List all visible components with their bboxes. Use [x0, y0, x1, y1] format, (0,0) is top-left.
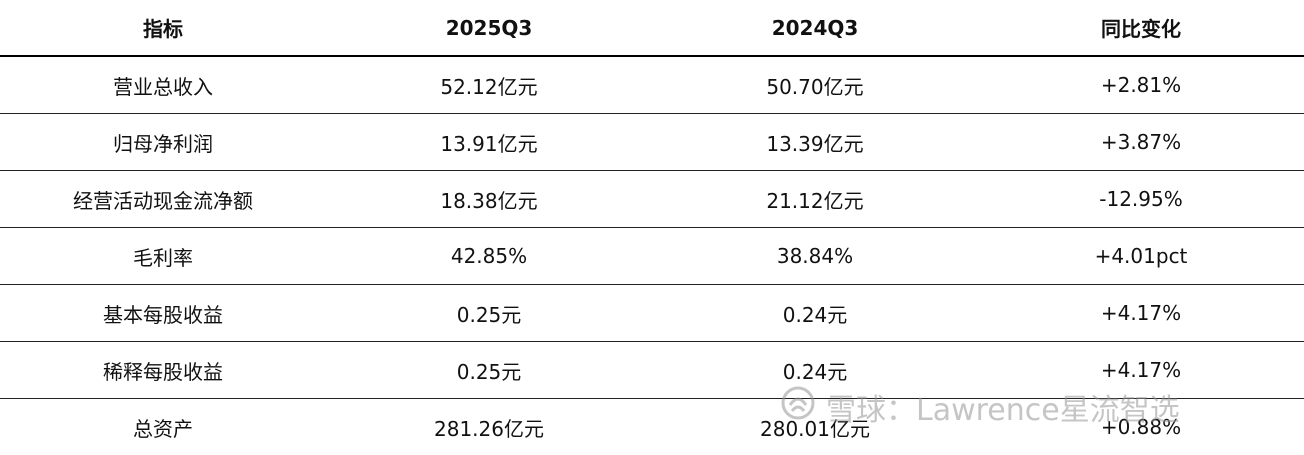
header-yoy-change: 同比变化: [978, 0, 1304, 56]
metric-name: 稀释每股收益: [0, 342, 326, 399]
value-yoy-change: +0.88%: [978, 399, 1304, 455]
value-yoy-change: +4.01pct: [978, 228, 1304, 285]
value-yoy-change: +4.17%: [978, 285, 1304, 342]
value-2025q3: 281.26亿元: [326, 399, 652, 455]
value-2025q3: 0.25元: [326, 342, 652, 399]
table-row: 经营活动现金流净额 18.38亿元 21.12亿元 -12.95%: [0, 171, 1304, 228]
table-row: 稀释每股收益 0.25元 0.24元 +4.17%: [0, 342, 1304, 399]
table-header-row: 指标 2025Q3 2024Q3 同比变化: [0, 0, 1304, 56]
value-2024q3: 13.39亿元: [652, 114, 978, 171]
table-row: 归母净利润 13.91亿元 13.39亿元 +3.87%: [0, 114, 1304, 171]
metric-name: 毛利率: [0, 228, 326, 285]
value-2025q3: 0.25元: [326, 285, 652, 342]
table-row: 基本每股收益 0.25元 0.24元 +4.17%: [0, 285, 1304, 342]
metric-name: 基本每股收益: [0, 285, 326, 342]
value-2024q3: 50.70亿元: [652, 56, 978, 114]
header-metric: 指标: [0, 0, 326, 56]
header-2025q3: 2025Q3: [326, 0, 652, 56]
table-row: 营业总收入 52.12亿元 50.70亿元 +2.81%: [0, 56, 1304, 114]
value-2025q3: 13.91亿元: [326, 114, 652, 171]
header-2024q3: 2024Q3: [652, 0, 978, 56]
value-2025q3: 42.85%: [326, 228, 652, 285]
value-2024q3: 21.12亿元: [652, 171, 978, 228]
value-yoy-change: -12.95%: [978, 171, 1304, 228]
metric-name: 归母净利润: [0, 114, 326, 171]
value-2024q3: 0.24元: [652, 342, 978, 399]
value-2025q3: 52.12亿元: [326, 56, 652, 114]
metric-name: 总资产: [0, 399, 326, 455]
table-row: 毛利率 42.85% 38.84% +4.01pct: [0, 228, 1304, 285]
metric-name: 经营活动现金流净额: [0, 171, 326, 228]
value-2024q3: 280.01亿元: [652, 399, 978, 455]
table-row: 总资产 281.26亿元 280.01亿元 +0.88%: [0, 399, 1304, 455]
value-2024q3: 38.84%: [652, 228, 978, 285]
value-yoy-change: +2.81%: [978, 56, 1304, 114]
value-2025q3: 18.38亿元: [326, 171, 652, 228]
value-yoy-change: +4.17%: [978, 342, 1304, 399]
value-2024q3: 0.24元: [652, 285, 978, 342]
metric-name: 营业总收入: [0, 56, 326, 114]
value-yoy-change: +3.87%: [978, 114, 1304, 171]
